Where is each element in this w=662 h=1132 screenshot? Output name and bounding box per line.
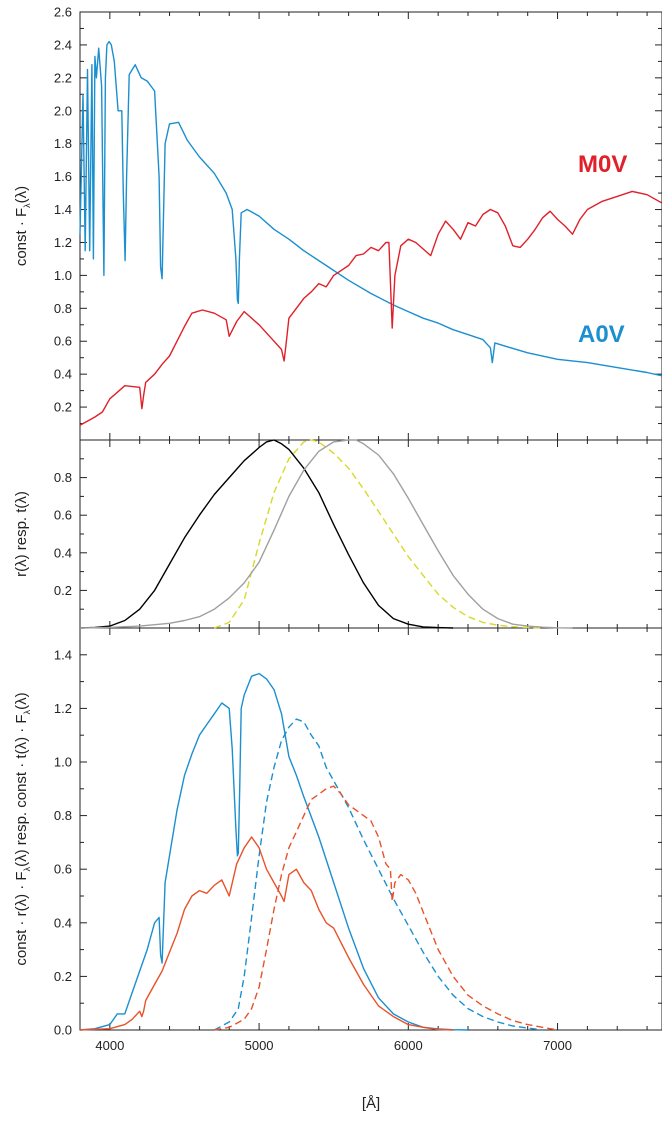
bottom-series-0-line [79, 672, 469, 1031]
top-series-m0v-line [79, 190, 662, 426]
top-y-tick-label: 1.8 [54, 136, 72, 151]
bottom-y-axis-label-sub-2: λ [22, 709, 32, 714]
bottom-y-axis-label-part-2: (λ) resp. const · t(λ) · F [13, 714, 30, 867]
top-panel-frame [79, 11, 662, 441]
axis-ticks [79, 11, 662, 1031]
spectral-curves [79, 40, 662, 1031]
middle-y-tick-label: 0.2 [54, 583, 72, 598]
middle-series-1-line [214, 439, 543, 629]
top-y-tick-label: 1.0 [54, 268, 72, 283]
top-y-tick-label: 0.8 [54, 301, 72, 316]
top-y-tick-label: 2.4 [54, 37, 72, 52]
top-y-axis-label-prefix: const · F [13, 208, 30, 266]
top-y-tick-label: 0.2 [54, 400, 72, 415]
bottom-y-tick-label: 1.2 [54, 701, 72, 716]
x-tick-labels: 4000 5000 6000 7000 [95, 1038, 572, 1053]
m0v-label: M0V [578, 151, 627, 178]
top-y-axis-label: const · Fλ(λ) [13, 186, 32, 266]
middle-panel-frame [79, 439, 662, 629]
top-y-tick-label: 1.2 [54, 235, 72, 250]
middle-y-tick-label: 0.8 [54, 470, 72, 485]
middle-y-tick-label: 0.4 [54, 545, 72, 560]
middle-y-axis-label: r(λ) resp. t(λ) [13, 491, 30, 577]
top-y-tick-label: 1.6 [54, 169, 72, 184]
top-y-axis-label-subscript: λ [22, 203, 32, 208]
middle-y-tick-label: 0.6 [54, 508, 72, 523]
bottom-y-tick-label: 0.6 [54, 862, 72, 877]
x-tick-label: 6000 [394, 1038, 423, 1053]
bottom-y-tick-label: 0.0 [54, 1023, 72, 1038]
x-tick-label: 5000 [245, 1038, 274, 1053]
x-axis-label: [Å] [362, 1095, 380, 1112]
bottom-series-2-line [79, 836, 454, 1031]
x-tick-label: 4000 [95, 1038, 124, 1053]
bottom-y-axis-label-sub-1: λ [22, 866, 32, 871]
bottom-y-tick-label: 0.2 [54, 969, 72, 984]
bottom-y-tick-label: 1.4 [54, 647, 72, 662]
top-series-a0v-line [79, 40, 662, 377]
y-tick-labels: 0.2 0.4 0.6 0.8 1.0 1.2 1.4 1.6 1.8 2.0 2.2 2.4 2.6 0… [54, 5, 72, 1038]
bottom-panel-frame [79, 627, 662, 1031]
middle-series-2-line [79, 439, 573, 629]
bottom-series-3-line [214, 785, 558, 1031]
top-y-tick-label: 1.4 [54, 202, 72, 217]
bottom-y-axis-label-part-1: const · r(λ) · F [13, 871, 30, 965]
middle-series-0-line [79, 439, 454, 629]
top-y-tick-label: 0.6 [54, 334, 72, 349]
bottom-y-tick-label: 0.8 [54, 808, 72, 823]
top-y-tick-label: 2.2 [54, 70, 72, 85]
bottom-y-axis-label: const · r(λ) · Fλ(λ) resp. const · t(λ) … [13, 692, 32, 965]
panel-frames [79, 11, 662, 1031]
top-y-tick-label: 0.4 [54, 367, 72, 382]
top-y-tick-label: 2.0 [54, 103, 72, 118]
bottom-y-tick-label: 0.4 [54, 915, 72, 930]
top-y-tick-label: 2.6 [54, 5, 72, 20]
top-y-axis-label-suffix: (λ) [13, 186, 30, 204]
a0v-label: A0V [578, 321, 625, 348]
bottom-series-1-line [213, 718, 543, 1031]
x-tick-label: 7000 [543, 1038, 572, 1053]
bottom-y-axis-label-part-3: (λ) [13, 692, 30, 710]
bottom-y-tick-label: 1.0 [54, 755, 72, 770]
